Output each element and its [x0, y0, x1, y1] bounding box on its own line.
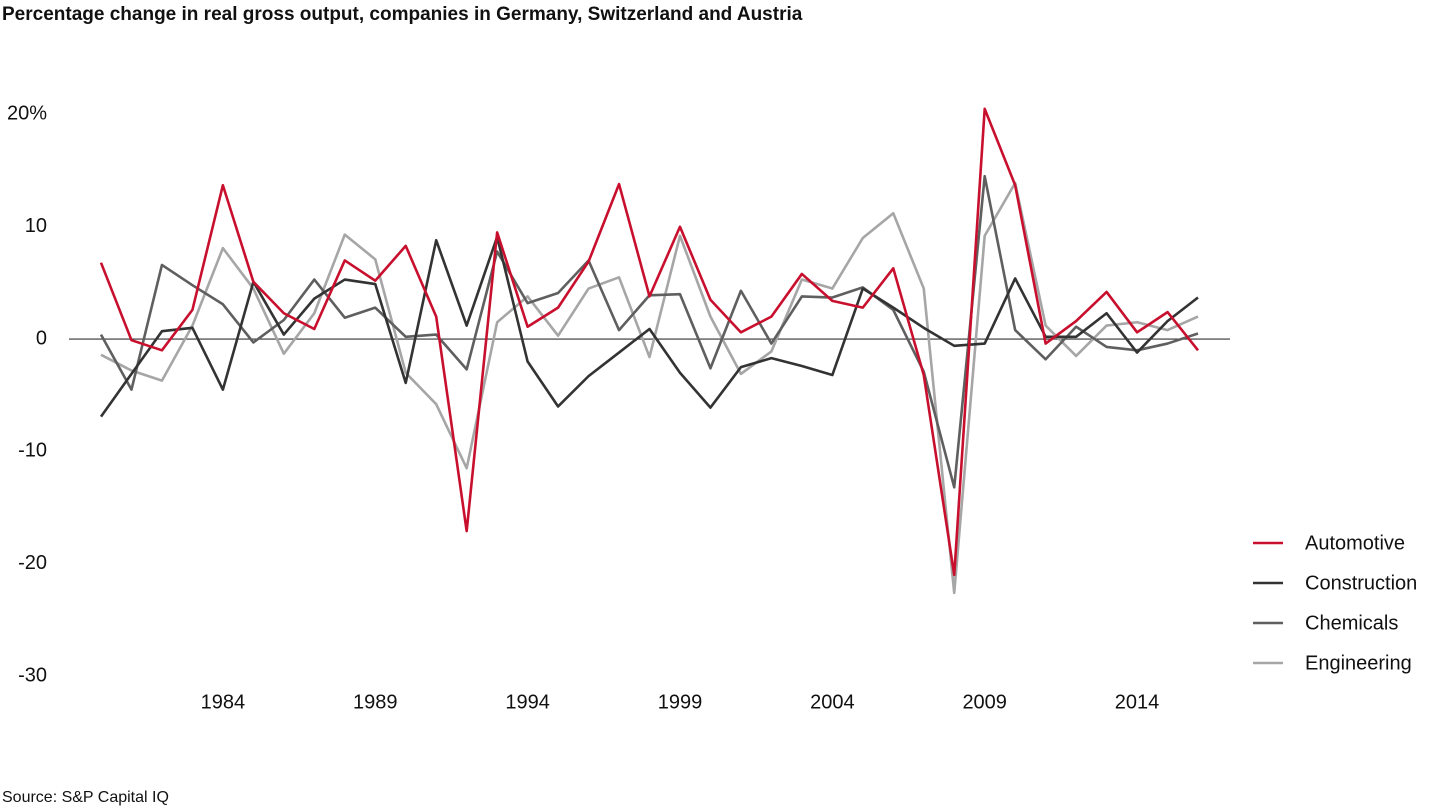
y-tick-label: 20%	[7, 103, 47, 125]
legend-label: Chemicals	[1305, 612, 1398, 634]
x-tick-label: 2004	[810, 691, 855, 713]
series-line	[99, 107, 1200, 577]
legend-label: Automotive	[1305, 532, 1405, 554]
series-line	[99, 174, 1199, 489]
y-tick-label: -20	[18, 552, 47, 574]
x-tick-label: 1989	[353, 691, 398, 713]
y-tick-label: -10	[18, 440, 47, 462]
legend-label: Engineering	[1305, 652, 1412, 674]
x-tick-label: 1984	[201, 691, 246, 713]
y-tick-label: 0	[36, 327, 47, 349]
chart-title: Percentage change in real gross output, …	[2, 4, 803, 25]
series-line	[100, 181, 1199, 595]
source-note: Source: S&P Capital IQ	[2, 789, 169, 806]
x-tick-label: 2009	[962, 691, 1007, 713]
x-tick-label: 2014	[1115, 691, 1160, 713]
legend-label: Construction	[1305, 572, 1417, 594]
x-tick-label: 1999	[658, 691, 703, 713]
y-tick-label: -30	[18, 664, 47, 686]
y-tick-label: 10	[25, 215, 47, 237]
series-line	[99, 235, 1199, 418]
x-tick-label: 1994	[505, 691, 550, 713]
